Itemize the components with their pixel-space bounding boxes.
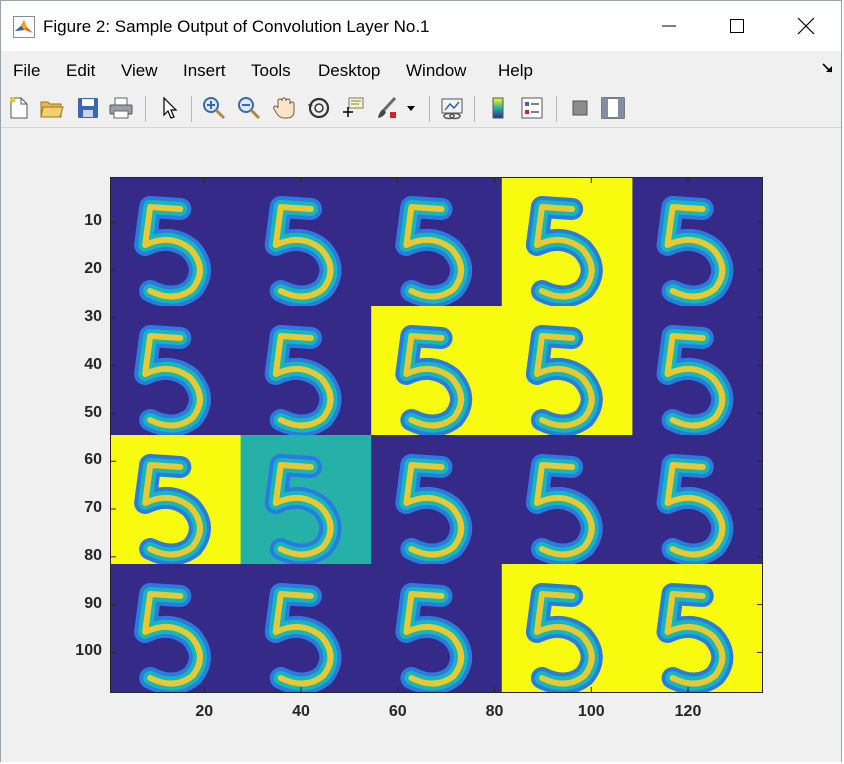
x-tick-label: 100 bbox=[577, 703, 605, 720]
data-cursor-icon bbox=[343, 97, 364, 117]
brush-dropdown-button[interactable] bbox=[403, 94, 419, 122]
pan-button[interactable] bbox=[270, 94, 298, 122]
print-icon bbox=[109, 97, 133, 119]
feature-map-tile bbox=[632, 564, 763, 693]
feature-map-tile bbox=[110, 306, 242, 436]
toolbar-separator bbox=[429, 96, 430, 122]
legend-icon bbox=[521, 97, 543, 119]
feature-map-tile bbox=[371, 306, 503, 436]
hide-plot-tools-icon bbox=[572, 100, 588, 116]
toolbar-separator bbox=[556, 96, 557, 122]
y-tick-label: 40 bbox=[84, 355, 102, 373]
data-cursor-button[interactable] bbox=[339, 94, 367, 122]
pan-hand-icon bbox=[273, 97, 295, 119]
select-arrow-icon bbox=[163, 96, 178, 119]
new-figure-button[interactable] bbox=[5, 94, 33, 122]
menu-help[interactable]: Help bbox=[498, 61, 533, 80]
x-tick-label: 120 bbox=[674, 703, 702, 720]
dock-arrow-icon[interactable] bbox=[821, 61, 835, 75]
x-tick-label: 20 bbox=[195, 703, 214, 720]
zoom-in-icon bbox=[203, 97, 226, 120]
matlab-logo-icon bbox=[13, 16, 35, 38]
legend-button[interactable] bbox=[518, 94, 546, 122]
toolbar-separator bbox=[145, 96, 146, 122]
hide-plot-tools-button[interactable] bbox=[566, 94, 594, 122]
y-tick-label: 10 bbox=[84, 212, 102, 230]
y-tick-label: 80 bbox=[84, 546, 102, 564]
window-title: Figure 2: Sample Output of Convolution L… bbox=[43, 17, 430, 36]
menu-desktop[interactable]: Desktop bbox=[318, 61, 381, 80]
feature-map-tile bbox=[632, 177, 763, 307]
toolbar-separator bbox=[474, 96, 475, 122]
image-axes[interactable] bbox=[110, 177, 763, 693]
open-file-icon bbox=[40, 101, 64, 118]
menu-edit[interactable]: Edit bbox=[66, 61, 96, 80]
axes-box bbox=[110, 177, 763, 693]
toolbar-separator bbox=[191, 96, 192, 122]
feature-map-tile bbox=[501, 435, 633, 565]
feature-map-tile bbox=[240, 177, 372, 307]
show-plot-tools-icon bbox=[601, 97, 625, 119]
x-tick-label: 40 bbox=[292, 703, 310, 720]
new-figure-icon bbox=[10, 97, 28, 119]
x-tick-label: 80 bbox=[485, 703, 504, 720]
feature-map-tile bbox=[240, 306, 372, 436]
maximize-icon bbox=[730, 19, 744, 33]
rotate-3d-icon bbox=[308, 97, 330, 119]
zoom-in-button[interactable] bbox=[200, 94, 228, 122]
zoom-out-icon bbox=[238, 97, 261, 120]
maximize-button[interactable] bbox=[703, 1, 771, 51]
title-bar[interactable]: Figure 2: Sample Output of Convolution L… bbox=[1, 1, 841, 51]
show-plot-tools-button[interactable] bbox=[599, 94, 627, 122]
feature-map-tile bbox=[371, 564, 503, 693]
feature-map-tile bbox=[632, 306, 763, 436]
feature-map-tile bbox=[501, 177, 633, 307]
x-tick-label: 60 bbox=[388, 703, 407, 720]
minimize-button[interactable] bbox=[635, 1, 703, 51]
feature-map-tile bbox=[240, 435, 372, 565]
colorbar-icon bbox=[492, 97, 504, 119]
rotate-3d-button[interactable] bbox=[305, 94, 333, 122]
y-tick-label: 20 bbox=[84, 260, 102, 278]
figure-toolbar bbox=[1, 88, 841, 128]
link-plot-icon bbox=[441, 98, 463, 120]
menu-file[interactable]: File bbox=[13, 61, 41, 80]
menu-insert[interactable]: Insert bbox=[183, 61, 226, 80]
menu-bar: File Edit View Insert Tools Desktop Wind… bbox=[1, 52, 841, 88]
brush-button[interactable] bbox=[373, 94, 401, 122]
feature-map-tile bbox=[501, 564, 633, 693]
menu-window[interactable]: Window bbox=[406, 61, 467, 80]
zoom-out-button[interactable] bbox=[235, 94, 263, 122]
feature-map-tile bbox=[632, 435, 763, 565]
y-tick-label: 50 bbox=[84, 403, 102, 421]
print-button[interactable] bbox=[107, 94, 135, 122]
feature-map-tile bbox=[371, 435, 503, 565]
brush-dropdown-icon bbox=[407, 106, 415, 111]
open-file-button[interactable] bbox=[38, 94, 66, 122]
feature-map-tile bbox=[110, 564, 242, 693]
y-tick-label: 70 bbox=[84, 499, 102, 517]
save-icon bbox=[78, 98, 98, 118]
close-button[interactable] bbox=[772, 1, 840, 51]
save-button[interactable] bbox=[74, 94, 102, 122]
y-tick-label: 30 bbox=[84, 307, 102, 325]
feature-map-tile bbox=[371, 177, 503, 307]
feature-map-tile bbox=[501, 306, 633, 436]
menu-view[interactable]: View bbox=[121, 61, 158, 80]
brush-icon bbox=[378, 96, 397, 118]
feature-map-tile bbox=[110, 435, 242, 565]
minimize-icon bbox=[662, 25, 676, 27]
select-button[interactable] bbox=[156, 94, 184, 122]
y-tick-label: 100 bbox=[75, 642, 102, 660]
y-tick-label: 60 bbox=[84, 451, 102, 469]
feature-map-tile bbox=[240, 564, 372, 693]
close-icon bbox=[797, 17, 815, 35]
link-plot-button[interactable] bbox=[438, 94, 466, 122]
colorbar-button[interactable] bbox=[484, 94, 512, 122]
feature-map-tile bbox=[110, 177, 242, 307]
menu-tools[interactable]: Tools bbox=[251, 61, 291, 80]
y-tick-label: 90 bbox=[84, 594, 102, 612]
